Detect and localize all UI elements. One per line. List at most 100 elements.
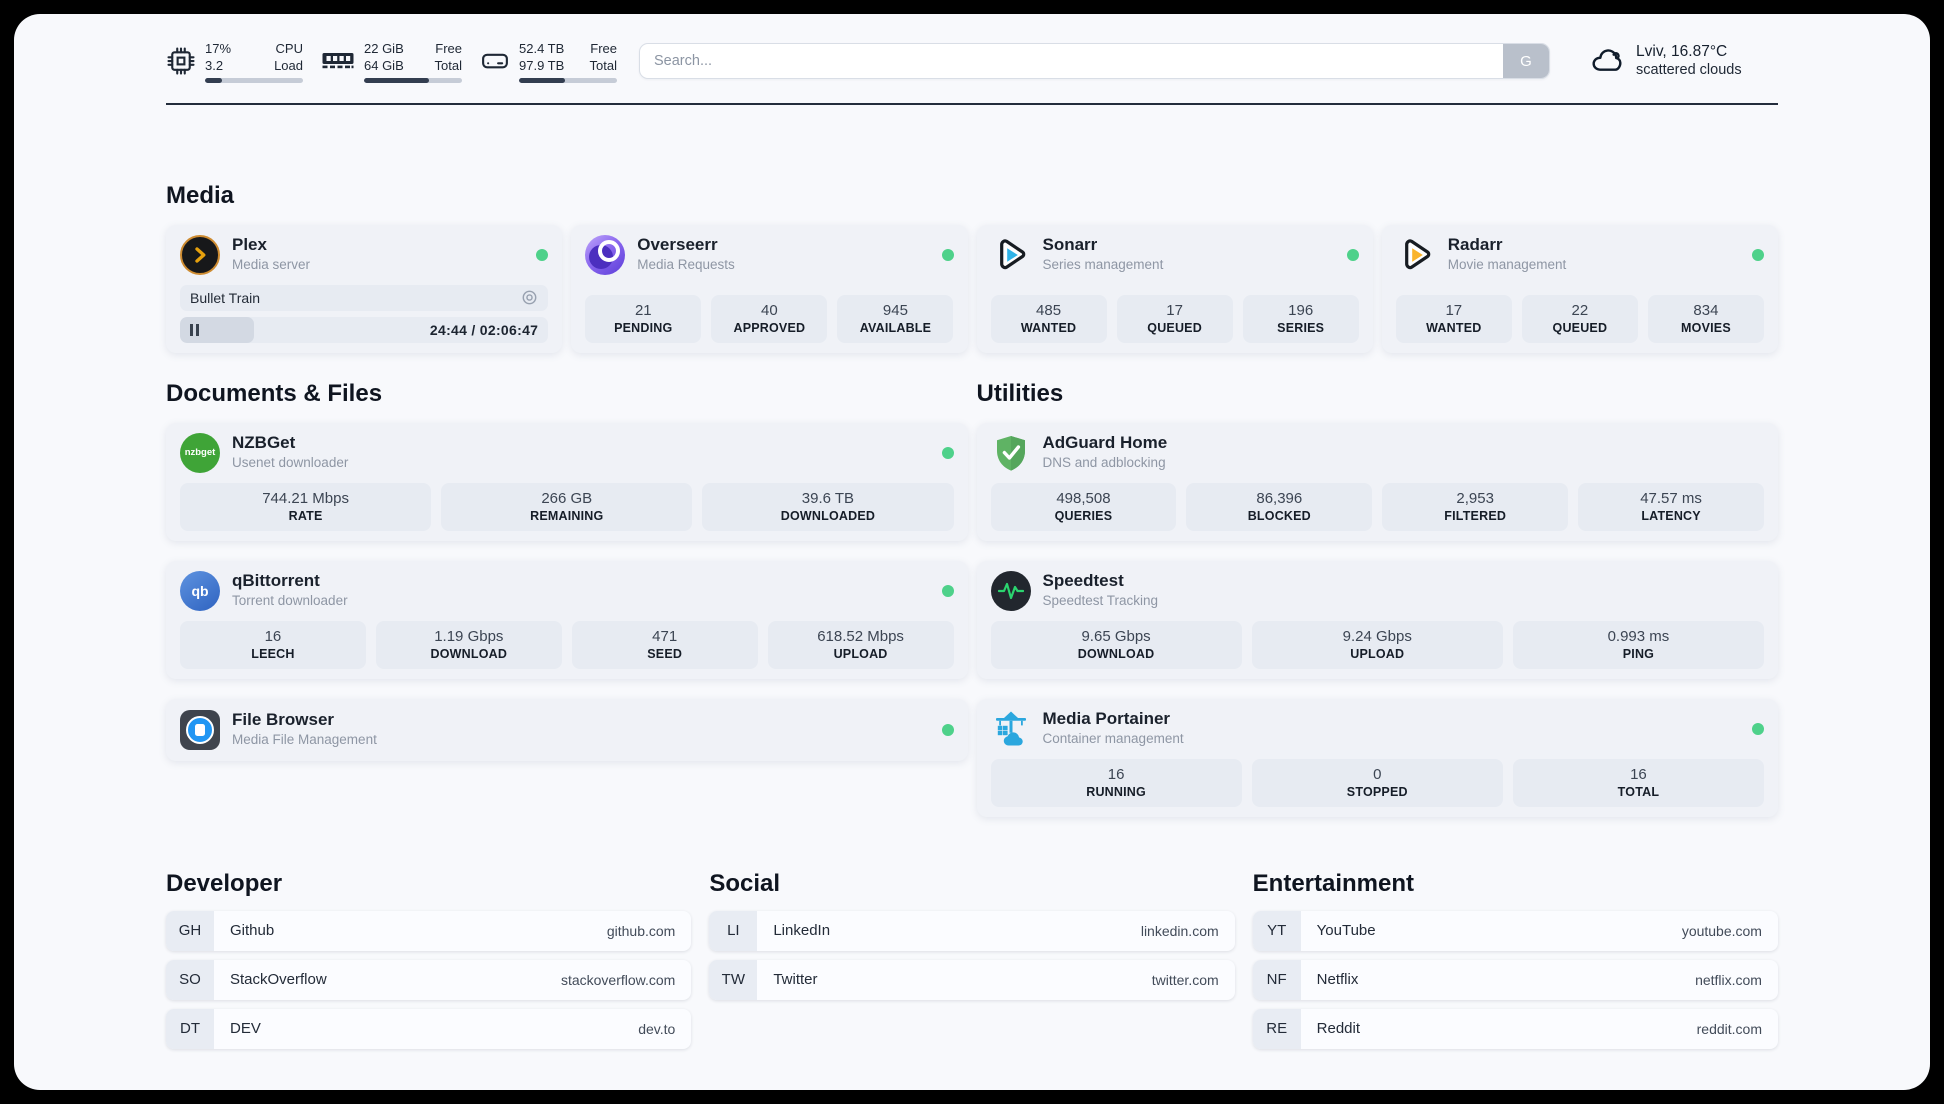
qbittorrent-icon: qb: [180, 570, 220, 611]
nzbget-icon: nzbget: [180, 432, 220, 473]
links-entertainment: Entertainment YT YouTube youtube.com NF …: [1252, 869, 1778, 1049]
utilities-column: AdGuard Home DNS and adblocking 498,508 Q…: [976, 422, 1778, 817]
stat-box: 86,396 BLOCKED: [1186, 482, 1373, 531]
status-dot: [941, 723, 954, 736]
app-name: Radarr: [1447, 234, 1503, 254]
section-title-media: Media: [166, 181, 235, 209]
plex-icon: [180, 234, 220, 275]
storage-stat: 52.4 TB Free 97.9 TB Total: [480, 40, 617, 83]
overseerr-icon: [585, 234, 626, 275]
status-dot: [941, 248, 954, 261]
stat-box: 47.57 ms LATENCY: [1578, 482, 1764, 531]
app-card-overseerr[interactable]: Overseerr Media Requests 21 PENDING 40 APP…: [571, 224, 968, 353]
app-subtitle: Movie management: [1447, 256, 1567, 272]
now-playing-row: Bullet Train: [180, 284, 549, 311]
links-developer: Developer GH Github github.com SO StackO…: [166, 869, 692, 1049]
now-playing-type-icon: [522, 290, 537, 305]
cpu-progress-bar: [205, 78, 303, 83]
filebrowser-icon: [180, 709, 220, 750]
app-subtitle: Speedtest Tracking: [1042, 592, 1159, 608]
search-engine-button[interactable]: G: [1503, 44, 1549, 79]
section-title-utilities: Utilities: [976, 379, 1064, 407]
app-card-portainer[interactable]: Media Portainer Container management 16 R…: [976, 698, 1778, 817]
search-bar: G: [639, 43, 1550, 80]
app-card-nzbget[interactable]: nzbget NZBGet Usenet downloader 744.21 M…: [166, 422, 968, 541]
dashboard-page: 17% CPU 3.2 Load 22 GiB Free 64 GiB Total: [14, 14, 1930, 1090]
app-subtitle: DNS and adblocking: [1042, 454, 1166, 470]
app-name: AdGuard Home: [1042, 432, 1168, 452]
stat-box: 945 AVAILABLE: [837, 294, 954, 343]
documents-column: nzbget NZBGet Usenet downloader 744.21 M…: [166, 422, 968, 761]
stat-box: 1.19 Gbps DOWNLOAD: [375, 620, 562, 669]
bookmark-badge: DT: [166, 1008, 214, 1049]
storage-free-value: 52.4 TB: [519, 41, 565, 56]
section-title-social: Social: [709, 869, 781, 897]
cpu-icon: [167, 47, 195, 75]
stat-box: 196 SERIES: [1242, 294, 1359, 343]
storage-total-value: 97.9 TB: [519, 58, 565, 73]
status-dot: [941, 446, 954, 459]
stat-box: 266 GB REMAINING: [441, 482, 693, 531]
bookmark-dev[interactable]: DT DEV dev.to: [166, 1008, 692, 1049]
media-grid: Plex Media server Bullet Train 24:44 / 0…: [166, 224, 1778, 353]
bookmark-linkedin[interactable]: LI LinkedIn linkedin.com: [709, 910, 1235, 951]
app-card-speedtest[interactable]: Speedtest Speedtest Tracking 9.65 Gbps DO…: [976, 560, 1778, 679]
stat-box: 16 LEECH: [180, 620, 366, 669]
section-title-developer: Developer: [166, 869, 283, 897]
bookmark-badge: LI: [709, 910, 758, 951]
app-name: Overseerr: [637, 234, 718, 254]
app-name: File Browser: [232, 709, 335, 729]
stat-box: 39.6 TB DOWNLOADED: [702, 482, 954, 531]
stat-box: 16 RUNNING: [990, 758, 1242, 807]
cpu-load-value: 3.2: [205, 58, 224, 73]
bookmark-twitter[interactable]: TW Twitter twitter.com: [709, 959, 1235, 1000]
app-card-adguard[interactable]: AdGuard Home DNS and adblocking 498,508 Q…: [976, 422, 1778, 541]
top-bar: 17% CPU 3.2 Load 22 GiB Free 64 GiB Total: [166, 40, 1778, 83]
status-dot: [1752, 722, 1764, 735]
weather-condition: scattered clouds: [1636, 62, 1742, 79]
bookmark-badge: RE: [1252, 1008, 1301, 1049]
app-subtitle: Usenet downloader: [232, 454, 349, 470]
app-subtitle: Container management: [1042, 730, 1184, 746]
stat-box: 471 SEED: [571, 620, 758, 669]
pause-icon: [190, 323, 199, 336]
stat-box: 22 QUEUED: [1521, 294, 1638, 343]
memory-total-value: 64 GiB: [364, 58, 404, 73]
stat-box: 21 PENDING: [585, 294, 702, 343]
section-title-entertainment: Entertainment: [1252, 869, 1415, 897]
bookmark-netflix[interactable]: NF Netflix netflix.com: [1252, 959, 1778, 1000]
memory-free-label: Free: [435, 41, 462, 56]
storage-free-label: Free: [590, 41, 617, 56]
bookmark-github[interactable]: GH Github github.com: [166, 910, 692, 951]
app-name: Media Portainer: [1042, 708, 1171, 728]
app-card-plex[interactable]: Plex Media server Bullet Train 24:44 / 0…: [166, 224, 563, 353]
header-divider: [166, 102, 1778, 105]
portainer-icon: [995, 711, 1026, 745]
stat-box: 16 TOTAL: [1512, 758, 1765, 807]
adguard-icon: [996, 435, 1025, 471]
app-card-qbittorrent[interactable]: qb qBittorrent Torrent downloader 16 LEEC…: [166, 560, 968, 679]
app-card-sonarr[interactable]: Sonarr Series management 485 WANTED 17 QUE…: [976, 224, 1373, 353]
app-name: qBittorrent: [232, 570, 320, 590]
search-input[interactable]: [640, 44, 1503, 79]
disk-icon: [482, 53, 508, 69]
playback-progress-bar: 24:44 / 02:06:47: [180, 316, 549, 343]
speedtest-icon: [990, 570, 1031, 611]
stat-box: 17 QUEUED: [1116, 294, 1233, 343]
app-subtitle: Media Requests: [637, 256, 735, 272]
app-card-radarr[interactable]: Radarr Movie management 17 WANTED 22 QUEUE…: [1381, 224, 1778, 353]
app-subtitle: Media server: [232, 256, 311, 272]
bookmark-stackoverflow[interactable]: SO StackOverflow stackoverflow.com: [166, 959, 692, 1000]
status-dot: [536, 248, 549, 261]
bookmark-badge: NF: [1252, 959, 1301, 1000]
stat-box: 498,508 QUERIES: [990, 482, 1177, 531]
bookmark-youtube[interactable]: YT YouTube youtube.com: [1252, 910, 1778, 951]
app-card-filebrowser[interactable]: File Browser Media File Management: [166, 698, 968, 761]
stat-box: 744.21 Mbps RATE: [180, 482, 432, 531]
stat-box: 9.65 Gbps DOWNLOAD: [990, 620, 1242, 669]
bookmark-reddit[interactable]: RE Reddit reddit.com: [1252, 1008, 1778, 1049]
app-name: Plex: [232, 234, 267, 254]
memory-stat: 22 GiB Free 64 GiB Total: [321, 40, 462, 83]
app-name: Speedtest: [1042, 570, 1124, 590]
playback-time: 24:44 / 02:06:47: [429, 321, 539, 338]
